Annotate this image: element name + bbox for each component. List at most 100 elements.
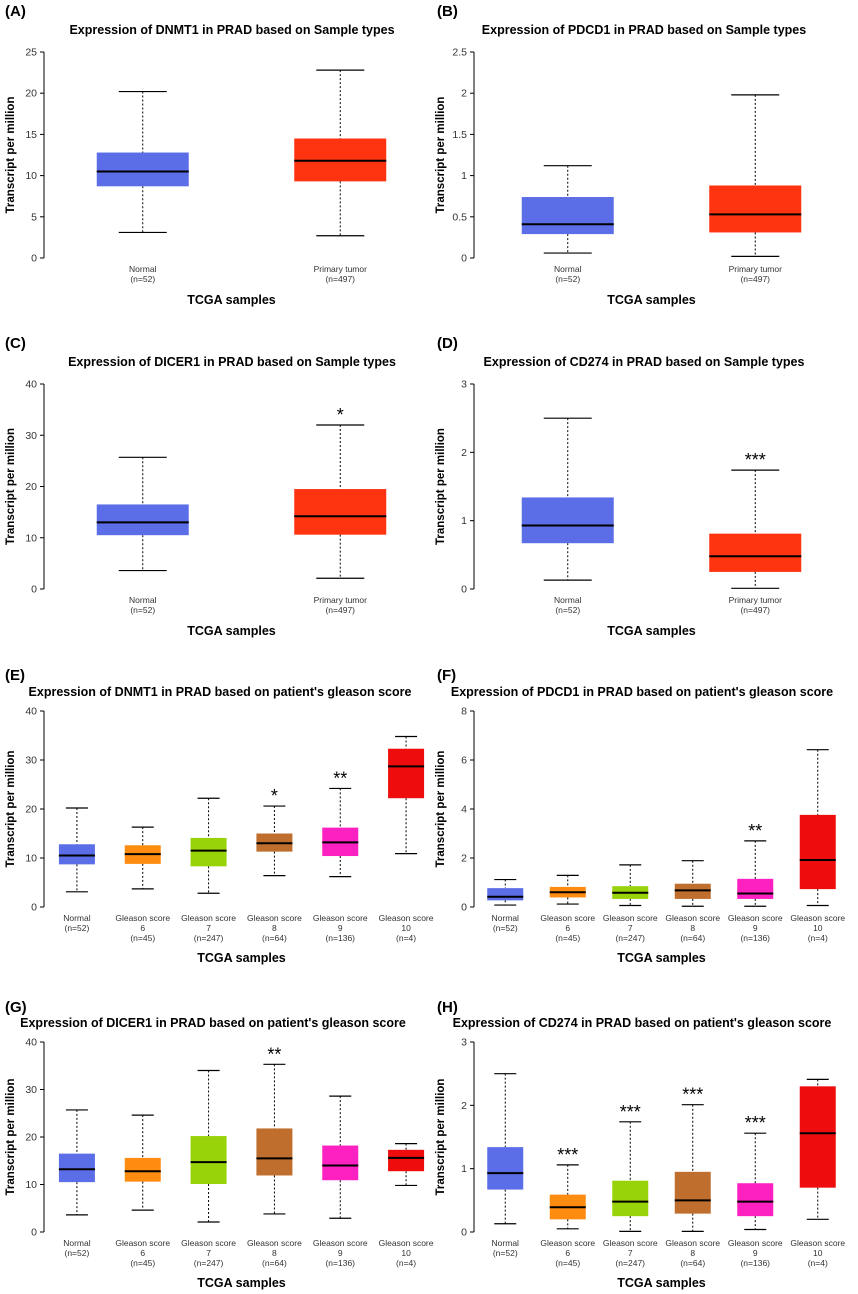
x-axis-label: TCGA samples	[187, 624, 276, 638]
y-tick-label: 30	[25, 1084, 37, 1096]
x-tick-label: Gleason score	[379, 913, 434, 923]
chart-title: Expression of CD274 in PRAD based on pat…	[453, 1016, 832, 1030]
x-tick-count: (n=4)	[808, 933, 828, 943]
y-tick-label: 20	[25, 481, 37, 493]
y-tick-label: 30	[25, 430, 37, 442]
y-tick-label: 10	[25, 1179, 37, 1191]
iqr-box	[294, 489, 387, 535]
y-tick-label: 0	[461, 1227, 467, 1239]
significance-marker: *	[337, 405, 344, 425]
x-tick-label: Gleason score	[181, 1238, 236, 1248]
y-tick-label: 0	[31, 902, 37, 914]
box-group: Normal(n=52)	[58, 1109, 95, 1258]
y-axis-label: Transcript per million	[435, 428, 447, 545]
x-tick-label: Normal	[63, 1238, 91, 1248]
iqr-box	[521, 497, 614, 544]
y-tick-label: 0	[461, 584, 467, 596]
panel-letter: (B)	[437, 3, 458, 20]
box-group: *** Primary tumor(n=497)	[709, 450, 802, 615]
panel-f: (F)Expression of PDCD1 in PRAD based on …	[435, 667, 845, 965]
y-tick-label: 2	[461, 447, 467, 459]
significance-marker: **	[333, 768, 347, 788]
chart-title: Expression of DNMT1 in PRAD based on pat…	[29, 685, 412, 699]
x-tick-count: (n=497)	[740, 274, 770, 284]
y-tick-label: 10	[25, 170, 37, 182]
y-axis-label: Transcript per million	[5, 97, 17, 214]
x-tick-sublabel: 9	[753, 1248, 758, 1258]
x-tick-count: (n=136)	[325, 933, 355, 943]
y-axis-label: Transcript per million	[5, 751, 17, 868]
y-tick-label: 2	[461, 1100, 467, 1112]
y-tick-label: 3	[461, 379, 467, 391]
significance-marker: ***	[620, 1102, 641, 1122]
x-tick-label: Normal	[492, 1238, 520, 1248]
x-tick-label: Gleason score	[728, 1238, 783, 1248]
iqr-box	[521, 197, 614, 235]
x-tick-sublabel: 9	[753, 923, 758, 933]
x-axis-label: TCGA samples	[187, 293, 276, 307]
iqr-box	[58, 1153, 95, 1183]
x-tick-label: Normal	[129, 595, 157, 605]
x-tick-count: (n=497)	[325, 605, 355, 615]
panel-letter: (F)	[437, 667, 456, 684]
chart-title: Expression of DICER1 in PRAD based on pa…	[20, 1016, 406, 1030]
y-tick-label: 3	[461, 1037, 467, 1049]
y-tick-label: 1	[461, 170, 467, 182]
x-tick-count: (n=52)	[65, 923, 90, 933]
iqr-box	[612, 1180, 649, 1217]
x-tick-sublabel: 7	[628, 1248, 633, 1258]
y-tick-label: 2	[461, 853, 467, 865]
panel-letter: (H)	[437, 999, 458, 1016]
x-tick-count: (n=52)	[555, 605, 580, 615]
panel-letter: (E)	[5, 667, 25, 684]
iqr-box	[388, 1149, 425, 1172]
x-tick-label: Normal	[63, 913, 91, 923]
y-tick-label: 15	[25, 129, 37, 141]
panel-d: (D) Expression of CD274 in PRAD based on …	[435, 335, 805, 638]
iqr-box	[96, 504, 189, 536]
y-tick-label: 0	[31, 1227, 37, 1239]
x-tick-label: Gleason score	[603, 913, 658, 923]
iqr-box	[737, 878, 774, 899]
chart-title: Expression of PDCD1 in PRAD based on Sam…	[482, 23, 806, 37]
panel-g: (G)Expression of DICER1 in PRAD based on…	[5, 999, 434, 1290]
box-group: Normal(n=52)	[96, 90, 189, 284]
iqr-box	[709, 185, 802, 233]
panel-b: (B) Expression of PDCD1 in PRAD based on …	[435, 3, 806, 307]
panel-a: (A) Expression of DNMT1 in PRAD based on …	[5, 3, 395, 307]
x-axis-label: TCGA samples	[197, 951, 286, 965]
x-tick-count: (n=497)	[740, 605, 770, 615]
x-tick-count: (n=64)	[262, 933, 287, 943]
x-tick-label: Primary tumor	[729, 595, 783, 605]
significance-marker: ***	[557, 1145, 578, 1165]
x-tick-count: (n=45)	[555, 933, 580, 943]
iqr-box	[58, 844, 95, 865]
panel-e: (E) Expression of DNMT1 in PRAD based on …	[5, 667, 434, 965]
x-tick-count: (n=4)	[396, 1258, 416, 1268]
panel-letter: (D)	[437, 335, 458, 352]
x-tick-count: (n=247)	[194, 933, 224, 943]
iqr-box	[190, 1136, 227, 1185]
x-axis-label: TCGA samples	[607, 293, 696, 307]
x-tick-count: (n=497)	[325, 274, 355, 284]
y-tick-label: 2	[461, 88, 467, 100]
x-tick-sublabel: 9	[338, 923, 343, 933]
y-tick-label: 5	[31, 211, 37, 223]
x-tick-count: (n=64)	[262, 1258, 287, 1268]
y-tick-label: 40	[25, 1037, 37, 1049]
y-tick-label: 20	[25, 1132, 37, 1144]
x-tick-sublabel: 7	[628, 923, 633, 933]
box-group: * Primary tumor(n=497)	[294, 405, 387, 615]
significance-marker: *	[271, 786, 278, 806]
